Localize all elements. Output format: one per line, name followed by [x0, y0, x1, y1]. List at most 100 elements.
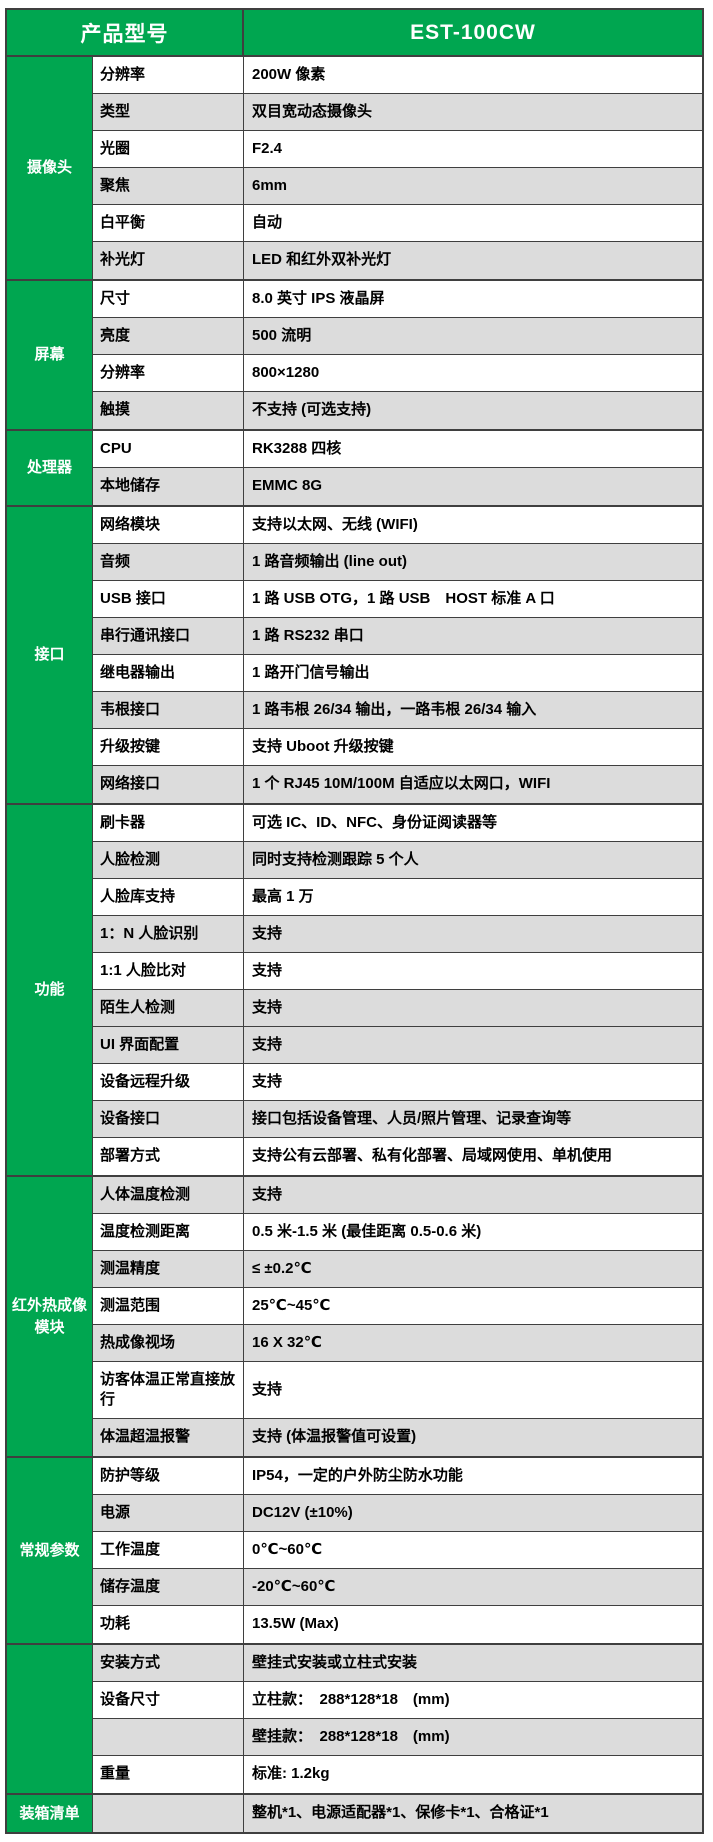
table-row: 刷卡器 可选 IC、ID、NFC、身份证阅读器等: [93, 805, 702, 842]
spec-section: 屏幕 尺寸 8.0 英寸 IPS 液晶屏 亮度 500 流明 分辨率 800×1280 触摸不…: [7, 281, 702, 431]
table-row: 继电器输出 1 路开门信号输出: [93, 655, 702, 692]
table-row: 光圈 F2.4: [93, 131, 702, 168]
param-value: 支持: [252, 1380, 283, 1398]
param-name: 补光灯: [93, 242, 244, 279]
param-name: 设备接口: [93, 1101, 244, 1137]
param-value: F2.4: [252, 139, 283, 157]
section-rows: CPU RK3288 四核本地储存 EMMC 8G: [93, 431, 702, 505]
table-row: 部署方式 支持公有云部署、私有化部署、局域网使用、单机使用: [93, 1138, 702, 1175]
table-row: 访客体温正常直接放行 支持: [93, 1362, 702, 1419]
header-product-model-label: 产品型号: [7, 10, 244, 55]
table-body: 摄像头 分辨率 200W 像素 类型 双目宽动态摄像头 光圈 F2.4 聚焦 6mm 白平衡 自动补…: [7, 57, 702, 1832]
table-row: 安装方式 壁挂式安装或立柱式安装: [93, 1645, 702, 1682]
section-label: 装箱清单: [7, 1795, 93, 1832]
param-value: 1 个 RJ45 10M/100M 自适应以太网口，WIFI: [252, 775, 551, 793]
table-row: 网络接口 1 个 RJ45 10M/100M 自适应以太网口，WIFI: [93, 766, 702, 803]
param-value: 整机*1、电源适配器*1、保修卡*1、合格证*1: [252, 1804, 549, 1822]
param-name: USB 接口: [93, 581, 244, 617]
param-value: 最高 1 万: [252, 887, 314, 905]
spec-section: 红外热成像模块 人体温度检测 支持 温度检测距离 0.5 米-1.5 米 (最佳距离 0…: [7, 1177, 702, 1458]
table-row: UI 界面配置 支持: [93, 1027, 702, 1064]
param-name: 继电器输出: [93, 655, 244, 691]
section-label: 接口: [7, 507, 93, 803]
section-rows: 安装方式 壁挂式安装或立柱式安装 设备尺寸 立柱款： 288*128*18 (mm) 壁…: [93, 1645, 702, 1793]
param-value: EMMC 8G: [252, 477, 323, 495]
section-label: 摄像头: [7, 57, 93, 279]
param-name: 1：N 人脸识别: [93, 916, 244, 952]
param-value: 支持: [252, 961, 283, 979]
param-value: 壁挂款： 288*128*18 (mm): [252, 1727, 450, 1745]
param-value: 13.5W (Max): [252, 1615, 339, 1633]
param-value: 自动: [252, 213, 283, 231]
table-row: 整机*1、电源适配器*1、保修卡*1、合格证*1: [93, 1795, 702, 1832]
table-header-row: 产品型号 EST-100CW: [7, 10, 702, 57]
table-row: 本地储存 EMMC 8G: [93, 468, 702, 505]
param-name: [93, 1719, 244, 1755]
table-row: 亮度 500 流明: [93, 318, 702, 355]
param-value: DC12V (±10%): [252, 1503, 353, 1521]
param-name: 访客体温正常直接放行: [93, 1362, 244, 1418]
param-value: 壁挂式安装或立柱式安装: [252, 1653, 418, 1671]
table-row: 补光灯 LED 和红外双补光灯: [93, 242, 702, 279]
table-row: 重量 标准: 1.2kg: [93, 1756, 702, 1793]
spec-section: 装箱清单 整机*1、电源适配器*1、保修卡*1、合格证*1: [7, 1795, 702, 1832]
param-value: 支持: [252, 998, 283, 1016]
table-row: 类型 双目宽动态摄像头: [93, 94, 702, 131]
table-row: 1：N 人脸识别 支持: [93, 916, 702, 953]
table-row: 壁挂款： 288*128*18 (mm): [93, 1719, 702, 1756]
table-row: CPU RK3288 四核: [93, 431, 702, 468]
param-name: [93, 1795, 244, 1832]
param-name: 分辨率: [93, 355, 244, 391]
param-name: 安装方式: [93, 1645, 244, 1681]
param-name: 聚焦: [93, 168, 244, 204]
param-value: LED 和红外双补光灯: [252, 251, 392, 269]
param-value: 1 路 USB OTG，1 路 USB HOST 标准 A 口: [252, 589, 555, 607]
spec-section: 接口 网络模块 支持以太网、无线 (WIFI) 音频 1 路音频输出 (line out…: [7, 507, 702, 805]
table-row: 测温精度 ≤ ±0.2℃: [93, 1251, 702, 1288]
table-row: 热成像视场 16 X 32℃: [93, 1325, 702, 1362]
param-name: 人体温度检测: [93, 1177, 244, 1213]
spec-table: 产品型号 EST-100CW 摄像头分辨率 200W 像素类型 双目宽动态摄像头 光圈…: [5, 8, 704, 1834]
param-name: 防护等级: [93, 1458, 244, 1494]
section-label: 功能: [7, 805, 93, 1175]
product-spec-sheet: 产品型号 EST-100CW 摄像头分辨率 200W 像素类型 双目宽动态摄像头 光圈…: [5, 8, 704, 1834]
table-row: 功耗 13.5W (Max): [93, 1606, 702, 1643]
table-row: 韦根接口 1 路韦根 26/34 输出，一路韦根 26/34 输入: [93, 692, 702, 729]
param-value: 标准: 1.2kg: [252, 1765, 330, 1783]
table-row: 设备尺寸 立柱款： 288*128*18 (mm): [93, 1682, 702, 1719]
section-rows: 整机*1、电源适配器*1、保修卡*1、合格证*1: [93, 1795, 702, 1832]
header-model-value: EST-100CW: [410, 20, 536, 44]
param-value: 0℃~60℃: [252, 1540, 323, 1558]
param-value: 可选 IC、ID、NFC、身份证阅读器等: [252, 813, 497, 831]
table-row: 设备接口 接口包括设备管理、人员/照片管理、记录查询等: [93, 1101, 702, 1138]
spec-section: 处理器 CPU RK3288 四核本地储存 EMMC 8G: [7, 431, 702, 507]
section-label: 处理器: [7, 431, 93, 505]
param-name: 亮度: [93, 318, 244, 354]
table-row: 电源 DC12V (±10%): [93, 1495, 702, 1532]
param-name: CPU: [93, 431, 244, 467]
param-value: 支持 (体温报警值可设置): [252, 1428, 417, 1446]
param-value: 0.5 米-1.5 米 (最佳距离 0.5-0.6 米): [252, 1222, 482, 1240]
param-name: 功耗: [93, 1606, 244, 1643]
param-name: 串行通讯接口: [93, 618, 244, 654]
param-value: 支持: [252, 1185, 283, 1203]
table-row: 储存温度 -20℃~60℃: [93, 1569, 702, 1606]
param-value: 1 路 RS232 串口: [252, 626, 364, 644]
param-name: 网络模块: [93, 507, 244, 543]
section-rows: 尺寸 8.0 英寸 IPS 液晶屏 亮度 500 流明 分辨率 800×1280 触摸 不支持…: [93, 281, 702, 429]
param-name: 工作温度: [93, 1532, 244, 1568]
param-value: 6mm: [252, 176, 288, 194]
table-row: 分辨率 800×1280: [93, 355, 702, 392]
table-row: 尺寸 8.0 英寸 IPS 液晶屏: [93, 281, 702, 318]
param-value: 200W 像素: [252, 65, 326, 83]
table-row: 测温范围 25℃~45℃: [93, 1288, 702, 1325]
param-value: 1 路韦根 26/34 输出，一路韦根 26/34 输入: [252, 700, 537, 718]
param-value: 支持: [252, 924, 283, 942]
param-value: 25℃~45℃: [252, 1296, 331, 1314]
param-name: 白平衡: [93, 205, 244, 241]
param-value: 8.0 英寸 IPS 液晶屏: [252, 289, 385, 307]
section-label: [7, 1645, 93, 1793]
param-name: 触摸: [93, 392, 244, 429]
param-name: 尺寸: [93, 281, 244, 317]
param-value: RK3288 四核: [252, 439, 342, 457]
